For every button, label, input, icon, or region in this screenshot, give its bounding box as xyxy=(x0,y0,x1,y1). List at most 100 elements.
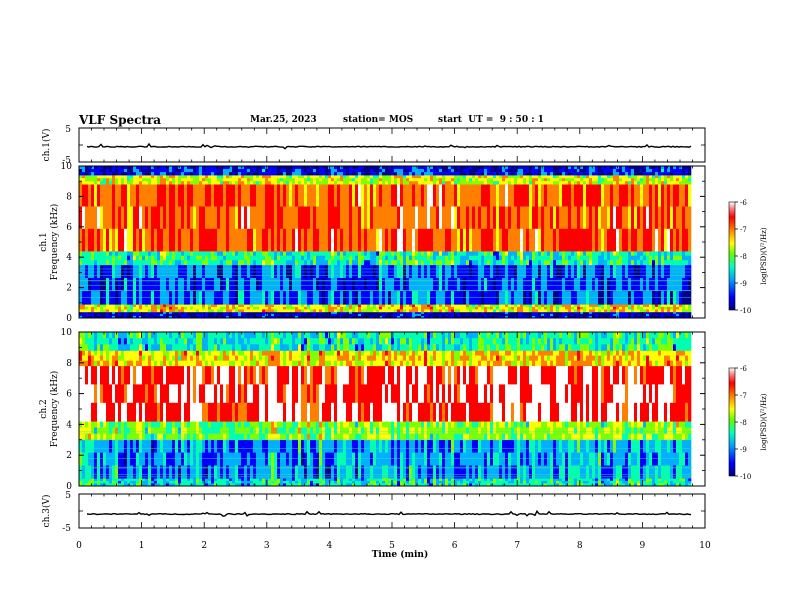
spectrogram-cell xyxy=(586,255,590,261)
spectrogram-cell xyxy=(418,206,422,230)
spectrogram-cell xyxy=(532,311,536,315)
spectrogram-cell xyxy=(157,304,161,308)
spectrogram-cell xyxy=(91,255,95,261)
spectrogram-cell xyxy=(661,181,665,185)
spectrogram-cell xyxy=(439,181,443,185)
spectrogram-cell xyxy=(127,332,131,339)
spectrogram-cell xyxy=(424,181,428,185)
spectrogram-cell xyxy=(394,228,398,252)
spectrogram-cell xyxy=(145,452,149,466)
spectrogram-cell xyxy=(625,311,629,315)
spectrogram-cell xyxy=(553,178,557,182)
spectrogram-cell xyxy=(307,181,311,185)
spectrogram-cell xyxy=(682,264,686,279)
spectrogram-cell xyxy=(172,365,176,385)
spectrogram-cell xyxy=(334,206,338,230)
spectrogram-cell xyxy=(514,255,518,261)
spectrogram-cell xyxy=(346,251,350,256)
spectrogram-cell xyxy=(166,344,170,351)
spectrogram-cell xyxy=(631,264,635,279)
spectrogram-cell xyxy=(202,184,206,207)
spectrogram-cell xyxy=(169,433,173,441)
spectrogram-cell xyxy=(82,478,86,482)
spectrogram-cell xyxy=(361,316,365,319)
spectrogram-cell xyxy=(244,166,248,170)
spectrogram-cell xyxy=(679,304,683,308)
spectrogram-cell xyxy=(244,316,248,319)
spectrogram-cell xyxy=(100,309,104,313)
spectrogram-cell xyxy=(289,169,293,173)
spectrogram-cell xyxy=(373,313,377,317)
spectrogram-cell xyxy=(232,172,236,176)
spectrogram-cell xyxy=(667,309,671,313)
spectrogram-cell xyxy=(175,452,179,466)
spectrogram-cell xyxy=(598,172,602,176)
spectrogram-cell xyxy=(517,166,521,170)
spectrogram-cell xyxy=(445,255,449,261)
spectrogram-cell xyxy=(652,260,656,266)
spectrogram-cell xyxy=(298,316,302,319)
spectrogram-cell xyxy=(115,402,119,422)
spectrogram-cell xyxy=(388,184,392,207)
spectrogram-cell xyxy=(601,309,605,313)
spectrogram-cell xyxy=(436,172,440,176)
spectrogram-cell xyxy=(133,166,137,170)
spectrogram-cell xyxy=(145,255,149,261)
spectrogram-cell xyxy=(583,175,587,179)
spectrogram-cell xyxy=(85,251,89,256)
spectrogram-cell xyxy=(235,228,239,252)
spectrogram-cell xyxy=(169,452,173,466)
spectrogram-cell xyxy=(517,184,521,207)
spectrogram-cell xyxy=(559,172,563,176)
spectrogram-cell xyxy=(670,316,674,319)
spectrogram-cell xyxy=(91,360,95,367)
spectrogram-cell xyxy=(415,175,419,179)
spectrogram-cell xyxy=(589,311,593,315)
spectrogram-cell xyxy=(517,169,521,173)
spectrogram-cell xyxy=(511,316,515,319)
spectrogram-cell xyxy=(238,309,242,313)
spectrogram-cell xyxy=(247,311,251,315)
spectrogram-cell xyxy=(352,309,356,313)
spectrogram-cell xyxy=(322,169,326,173)
spectrogram-cell xyxy=(133,427,137,434)
spectrogram-cell xyxy=(265,181,269,185)
spectrogram-cell xyxy=(439,175,443,179)
spectrogram-cell xyxy=(664,169,668,173)
spectrogram-cell xyxy=(394,251,398,256)
spectrogram-cell xyxy=(97,338,101,345)
spectrogram-cell xyxy=(103,402,107,422)
spectrogram-cell xyxy=(637,251,641,256)
spectrogram-cell xyxy=(310,178,314,182)
spectrogram-cell xyxy=(163,184,167,207)
spectrogram-cell xyxy=(253,309,257,313)
spectrogram-cell xyxy=(394,184,398,207)
spectrogram-cell xyxy=(502,178,506,182)
spectrogram-cell xyxy=(250,306,254,310)
spectrogram-cell xyxy=(487,260,491,266)
spectrogram-cell xyxy=(382,184,386,207)
spectrogram-cell xyxy=(499,304,503,308)
spectrogram-cell xyxy=(502,175,506,179)
spectrogram-cell xyxy=(349,311,353,315)
spectrogram-cell xyxy=(550,206,554,230)
spectrogram-cell xyxy=(610,260,614,266)
spectrogram-cell xyxy=(646,311,650,315)
spectrogram-cell xyxy=(361,260,365,266)
spectrogram-cell xyxy=(175,402,179,422)
spectrogram-cell xyxy=(142,278,146,292)
spectrogram-cell xyxy=(385,206,389,230)
spectrogram-cell xyxy=(448,172,452,176)
spectrogram-cell xyxy=(106,278,110,292)
spectrogram-cell xyxy=(649,313,653,317)
spectrogram-cell xyxy=(244,172,248,176)
spectrogram-cell xyxy=(244,206,248,230)
spectrogram-cell xyxy=(256,206,260,230)
spectrogram-cell xyxy=(154,311,158,315)
spectrogram-cell xyxy=(298,260,302,266)
spectrogram-cell xyxy=(331,306,335,310)
spectrogram-cell xyxy=(91,304,95,308)
spectrogram-cell xyxy=(397,178,401,182)
spectrogram-cell xyxy=(631,175,635,179)
spectrogram-cell xyxy=(370,313,374,317)
